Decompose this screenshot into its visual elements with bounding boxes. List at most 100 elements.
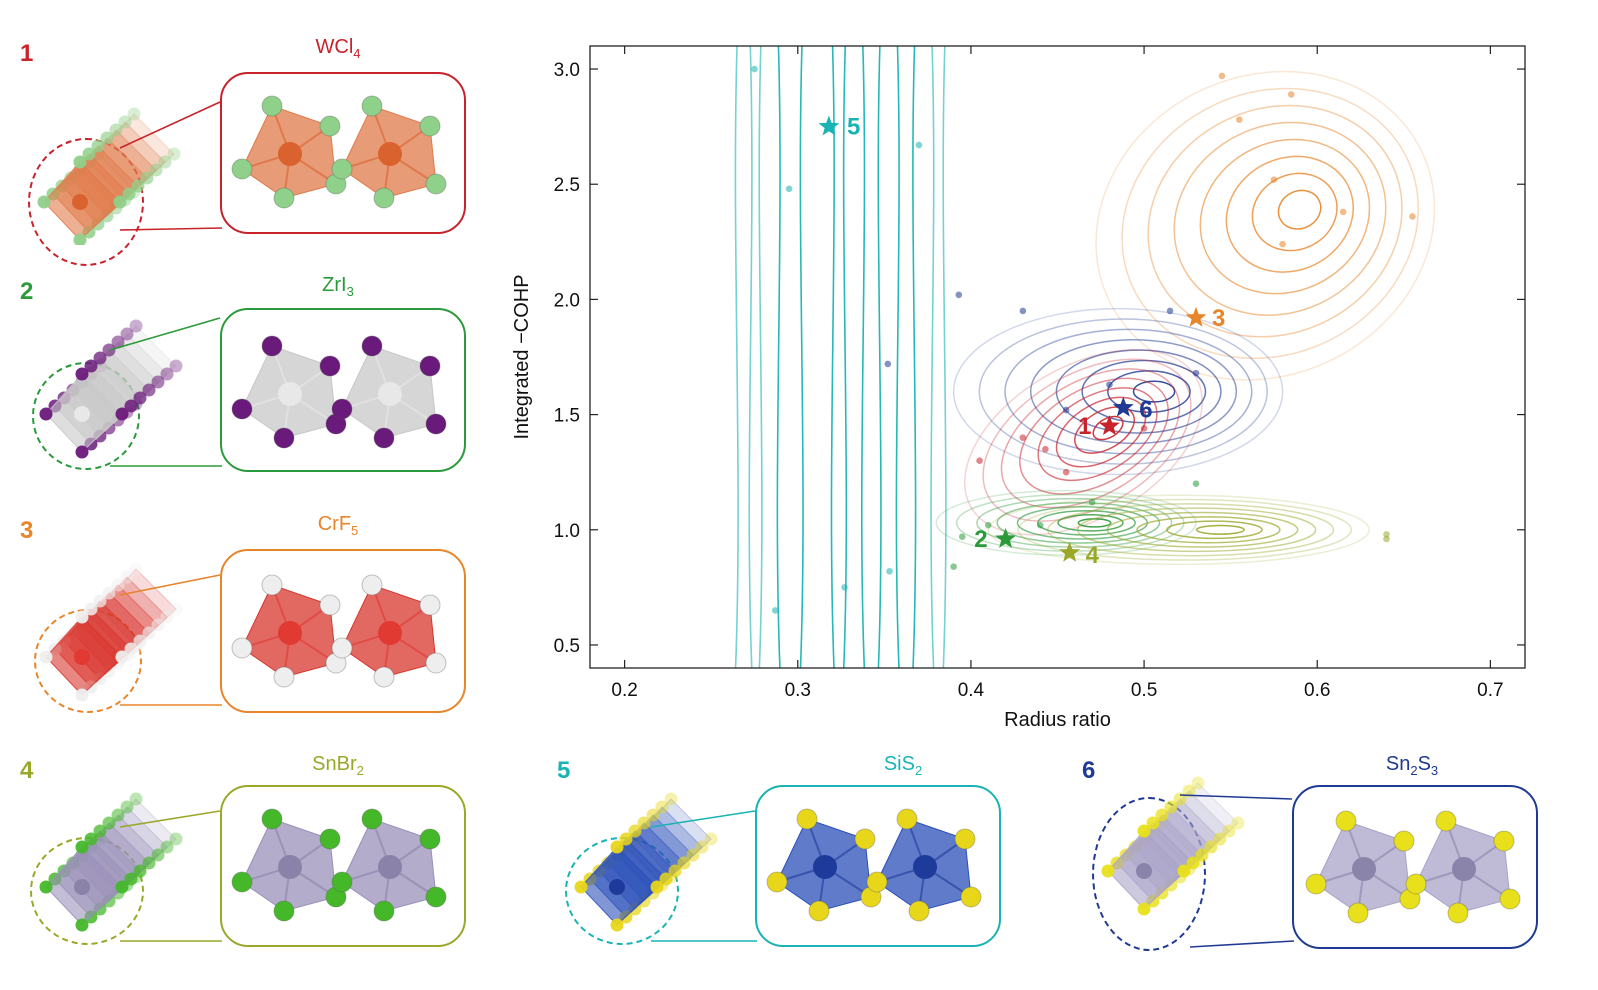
anion-atom <box>124 642 138 656</box>
anion-atom <box>39 880 53 894</box>
anion-atom <box>169 359 183 373</box>
contour-line <box>1121 87 1419 360</box>
anion-atom <box>1435 810 1457 832</box>
contour-line <box>996 501 1161 544</box>
panel-formula: SnBr2 <box>312 753 364 778</box>
contour-line <box>895 46 900 668</box>
contour-line <box>1017 498 1353 561</box>
anion-atom <box>102 586 116 600</box>
anion-atom <box>373 187 395 209</box>
contour-line <box>776 46 781 668</box>
anion-atom <box>361 574 383 596</box>
data-point <box>1236 116 1243 124</box>
anion-atom <box>133 391 147 405</box>
data-point <box>1088 498 1096 506</box>
anion-atom <box>75 918 89 932</box>
panel-number: 4 <box>20 757 34 784</box>
anion-atom <box>319 115 341 137</box>
data-point <box>1062 468 1070 476</box>
anion-atom <box>664 792 678 806</box>
panel-number: 2 <box>20 278 34 305</box>
data-point <box>1383 535 1390 543</box>
x-tick-label: 0.7 <box>1477 680 1503 701</box>
anion-atom <box>1177 864 1191 878</box>
anion-atom <box>231 871 253 893</box>
anion-atom <box>261 335 283 357</box>
anion-atom <box>796 808 818 830</box>
anion-atom <box>331 637 353 659</box>
anion-atom <box>129 319 143 333</box>
anion-atom <box>120 800 134 814</box>
contour-line <box>1225 155 1354 273</box>
contour-line <box>942 46 947 668</box>
metal-atom <box>378 382 402 406</box>
metal-atom <box>74 879 90 895</box>
anion-atom <box>122 187 136 201</box>
structure-marker-label: 5 <box>847 114 860 141</box>
anion-atom <box>151 618 165 632</box>
anion-atom <box>39 650 53 664</box>
anion-atom <box>160 610 174 624</box>
anion-atom <box>120 327 134 341</box>
anion-atom <box>73 155 87 169</box>
data-point <box>1279 240 1286 248</box>
anion-atom <box>319 594 341 616</box>
anion-atom <box>1493 830 1515 852</box>
anion-atom <box>1101 864 1115 878</box>
anion-atom <box>1222 824 1236 838</box>
anion-atom <box>419 828 441 850</box>
anion-atom <box>149 163 163 177</box>
contour-line <box>1199 138 1371 295</box>
y-tick-label: 2.5 <box>554 175 580 196</box>
anion-atom <box>1335 810 1357 832</box>
anion-atom <box>650 880 664 894</box>
anion-atom <box>261 574 283 596</box>
anion-atom <box>118 115 132 129</box>
contour-line <box>1095 70 1436 381</box>
anion-atom <box>124 872 138 886</box>
anion-atom <box>167 147 181 161</box>
anion-atom <box>419 594 441 616</box>
data-point <box>1166 307 1174 315</box>
contour-line <box>1107 370 1191 414</box>
connector-line <box>1179 794 1293 800</box>
anion-atom <box>261 808 283 830</box>
chain-highlight-circle <box>1092 797 1206 951</box>
contour-line <box>1195 524 1245 535</box>
anion-atom <box>619 832 633 846</box>
anion-atom <box>896 808 918 830</box>
anion-atom <box>109 123 123 137</box>
anion-atom <box>84 832 98 846</box>
contour-line <box>1081 359 1207 424</box>
metal-atom <box>378 621 402 645</box>
anion-atom <box>133 634 147 648</box>
structure-art <box>39 317 447 467</box>
anion-atom <box>129 562 143 576</box>
data-point <box>1287 91 1295 98</box>
contour-line <box>1000 368 1181 509</box>
data-point <box>771 607 779 614</box>
anion-atom <box>115 407 129 421</box>
contour-line <box>1037 387 1158 482</box>
anion-atom <box>866 871 888 893</box>
data-point <box>955 291 963 299</box>
anion-atom <box>361 335 383 357</box>
anion-atom <box>908 900 930 922</box>
data-point <box>958 533 966 540</box>
anion-atom <box>273 666 295 688</box>
structure-art <box>574 792 982 942</box>
contour-line <box>1004 328 1253 455</box>
anion-atom <box>93 824 107 838</box>
contour-line <box>1251 172 1338 252</box>
structure-marker-star-1 <box>1099 415 1120 435</box>
anion-atom <box>766 871 788 893</box>
panel-wcl4: 1 WCl4 <box>0 30 480 266</box>
anion-atom <box>231 398 253 420</box>
metal-atom <box>74 649 90 665</box>
panel-formula: CrF5 <box>317 513 359 538</box>
contour-line <box>1277 189 1322 230</box>
contour-line <box>1076 507 1317 553</box>
structure-art <box>39 792 447 942</box>
contour-line <box>1147 104 1403 338</box>
data-point <box>751 65 758 73</box>
